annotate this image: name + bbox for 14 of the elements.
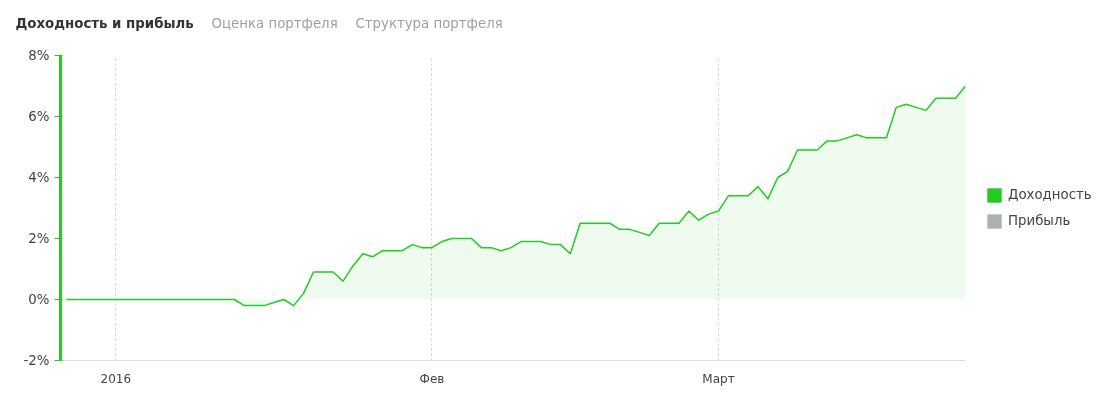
y-tick-label: 8%: [28, 48, 50, 63]
text: Структура портфеля: [355, 16, 503, 31]
legend-label: Доходность: [1008, 187, 1092, 202]
legend-label: Прибыль: [1008, 213, 1071, 228]
chart-title: Доходность и прибыль: [15, 16, 194, 31]
y-tick-label: 4%: [28, 170, 50, 185]
y-tick-label: -2%: [23, 353, 50, 368]
x-tick-label: 2016: [100, 371, 132, 386]
x-tick-label: Фев: [419, 371, 445, 386]
y-tick-label: 6%: [28, 109, 50, 124]
y-tick-label: 0%: [28, 292, 50, 307]
x-tick-label: Март: [702, 371, 735, 386]
y-tick-label: 2%: [28, 231, 50, 246]
text: Оценка портфеля: [211, 16, 338, 31]
